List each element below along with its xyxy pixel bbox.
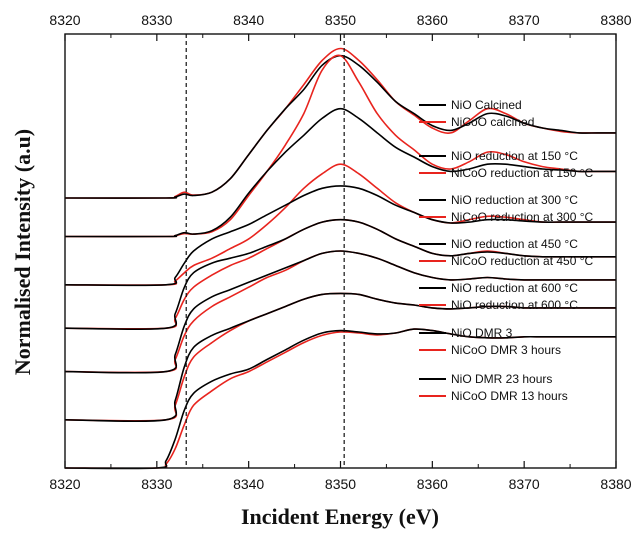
bottom-tick-label: 8370: [509, 476, 540, 492]
legend-label-nio: NiO Calcined: [451, 98, 522, 112]
bottom-x-axis: 8320 8330 8340 8350 8360 8370 8380: [49, 461, 632, 492]
top-tick-label: 8320: [49, 12, 80, 28]
legend-label-nio: NiO reduction at 300 °C: [451, 193, 578, 207]
legend-label-nicoo: NiCoO DMR 13 hours: [451, 389, 568, 403]
series-line-dmr23-nio: [64, 328, 616, 470]
reference-lines: [185, 34, 345, 468]
x-axis-title: Incident Energy (eV): [241, 504, 439, 529]
bottom-tick-label: 8320: [49, 476, 80, 492]
y-axis-title: Normalised Intensity (a.u): [10, 129, 35, 375]
legend-label-nio: NiO DMR 3: [451, 326, 513, 340]
legend-label-nicoo: NiO reduction at 600 °C: [451, 298, 578, 312]
bottom-tick-label: 8360: [417, 476, 448, 492]
top-tick-label: 8360: [417, 12, 448, 28]
top-x-axis: 8320 8330 8340 8350 8360 8370 8380: [49, 12, 632, 41]
legend-label-nio: NiO DMR 23 hours: [451, 372, 552, 386]
legend-label-nicoo: NiCoO reduction at 450 °C: [451, 254, 594, 268]
series-line-450-nio: [64, 218, 616, 331]
legend-label-nicoo: NiCoO reduction at 300 °C: [451, 210, 594, 224]
bottom-tick-label: 8380: [600, 476, 631, 492]
series-line-calcined-nio: [64, 54, 616, 199]
series-line-dmr3-nio: [64, 292, 616, 423]
bottom-tick-label: 8330: [141, 476, 172, 492]
legend-label-nicoo: NiCoO reduction at 150 °C: [451, 166, 594, 180]
legend: NiO Calcined NiCoO calcined NiO reduction …: [419, 98, 594, 403]
top-tick-label: 8340: [233, 12, 264, 28]
legend-label-nicoo: NiCoO calcined: [451, 115, 534, 129]
legend-label-nicoo: NiCoO DMR 3 hours: [451, 343, 561, 357]
plot-lines: [64, 47, 617, 470]
series-line-150-nio: [64, 107, 616, 238]
top-tick-label: 8370: [509, 12, 540, 28]
bottom-tick-label: 8350: [325, 476, 356, 492]
bottom-tick-label: 8340: [233, 476, 264, 492]
top-tick-label: 8380: [600, 12, 631, 28]
top-tick-label: 8350: [325, 12, 356, 28]
series-line-600-nio: [64, 250, 617, 374]
legend-label-nio: NiO reduction at 600 °C: [451, 281, 578, 295]
legend-label-nio: NiO reduction at 150 °C: [451, 149, 578, 163]
top-tick-label: 8330: [141, 12, 172, 28]
series-line-300-nio: [64, 185, 616, 287]
legend-label-nio: NiO reduction at 450 °C: [451, 237, 578, 251]
